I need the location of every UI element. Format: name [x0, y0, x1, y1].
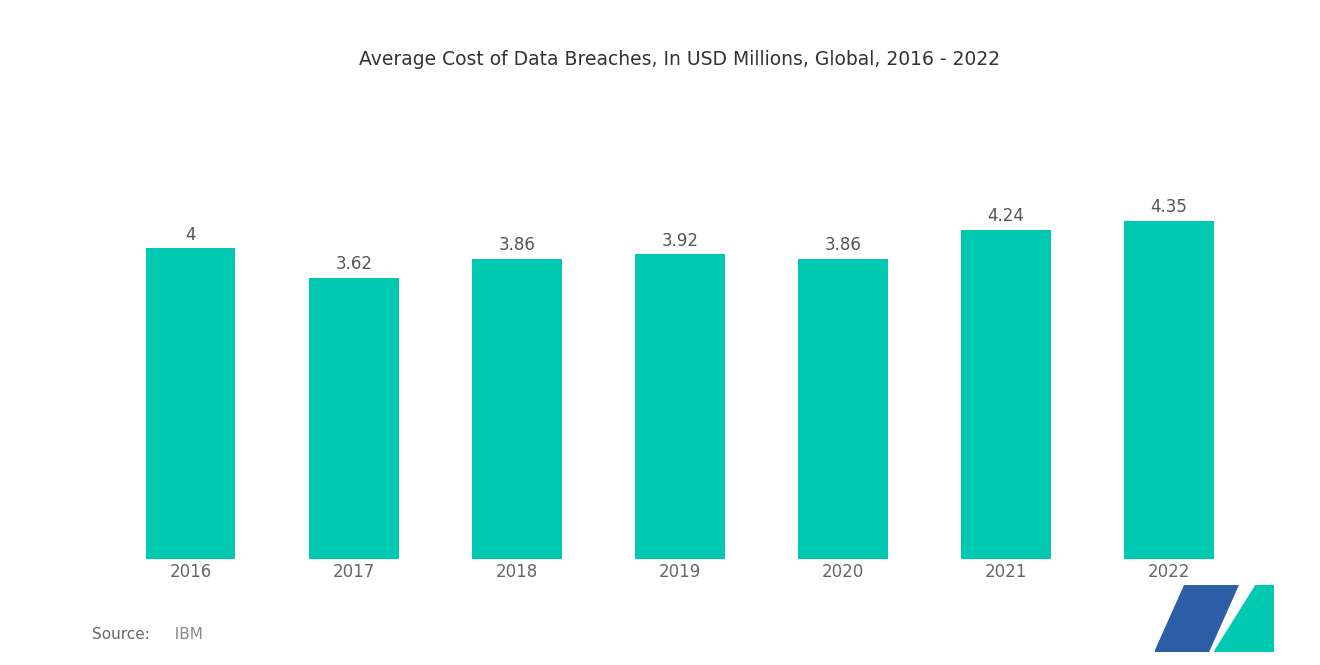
Polygon shape [1191, 585, 1238, 652]
Text: 4.24: 4.24 [987, 207, 1024, 225]
Polygon shape [1155, 585, 1220, 652]
Bar [799, 259, 887, 559]
Text: IBM: IBM [165, 626, 203, 642]
Bar [961, 229, 1051, 559]
Bar [473, 259, 561, 559]
Text: 4: 4 [185, 225, 195, 243]
Text: 3.92: 3.92 [661, 232, 698, 250]
Polygon shape [1243, 585, 1274, 652]
Text: 3.86: 3.86 [825, 237, 861, 255]
Bar [635, 255, 725, 559]
Title: Average Cost of Data Breaches, In USD Millions, Global, 2016 - 2022: Average Cost of Data Breaches, In USD Mi… [359, 51, 1001, 69]
Polygon shape [1233, 585, 1274, 652]
Text: 4.35: 4.35 [1151, 198, 1188, 217]
Bar [145, 248, 235, 559]
Text: 3.86: 3.86 [499, 237, 535, 255]
Text: Source:: Source: [92, 626, 150, 642]
Text: 3.62: 3.62 [335, 255, 372, 273]
Bar [1125, 221, 1214, 559]
Polygon shape [1214, 585, 1274, 652]
Bar [309, 278, 399, 559]
